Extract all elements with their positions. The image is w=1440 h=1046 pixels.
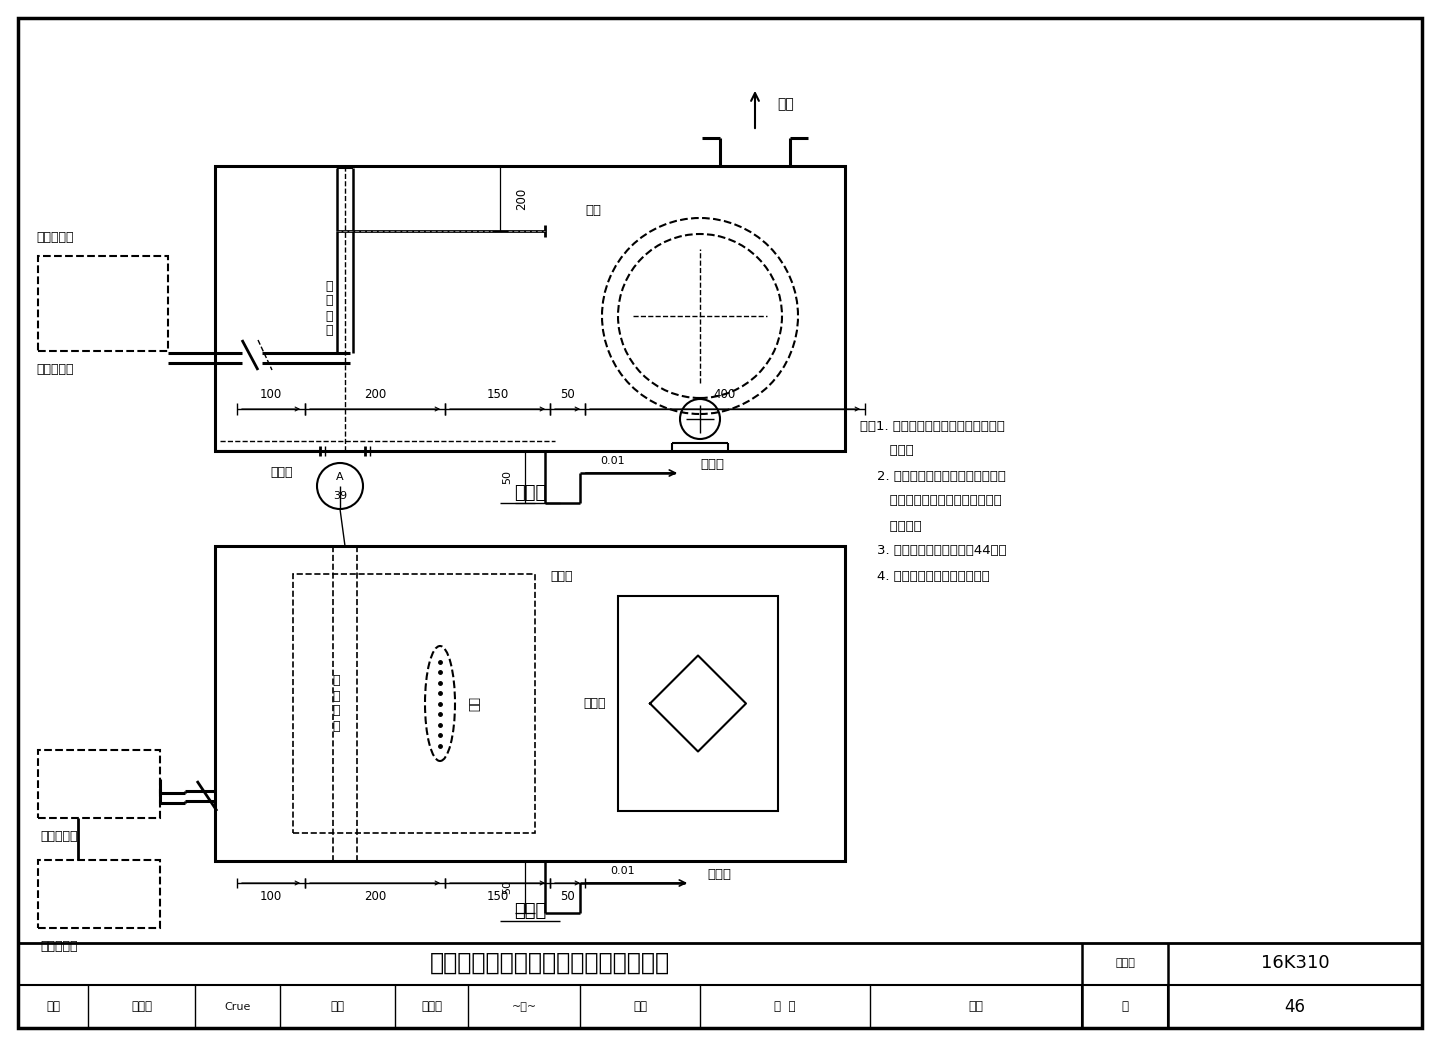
Text: 送风: 送风 <box>778 97 793 111</box>
Text: 注：1. 水封高度值应根据具体风机风压: 注：1. 水封高度值应根据具体风机风压 <box>860 419 1005 432</box>
Text: 加湿器主机: 加湿器主机 <box>40 940 78 953</box>
Text: 2. 排水管接至排水明沟或机房地漏: 2. 排水管接至排水明沟或机房地漏 <box>860 470 1007 482</box>
Text: 加
热
盘
管: 加 热 盘 管 <box>333 675 340 732</box>
Text: 图集号: 图集号 <box>1115 958 1135 968</box>
Bar <box>292 574 536 833</box>
Text: 3. 安装要求详见本图集第44页。: 3. 安装要求详见本图集第44页。 <box>860 545 1007 558</box>
Text: 具体做法由设计人员根据实际情: 具体做法由设计人员根据实际情 <box>860 495 1002 507</box>
Text: 46: 46 <box>1284 998 1306 1016</box>
Text: 50: 50 <box>560 388 575 402</box>
Bar <box>17 943 1423 1028</box>
Text: 审核: 审核 <box>46 1001 60 1014</box>
Text: 立面图: 立面图 <box>514 484 546 502</box>
Text: 150: 150 <box>487 388 508 402</box>
Text: ~勋~: ~勋~ <box>511 1002 537 1011</box>
Text: 0.01: 0.01 <box>600 456 625 467</box>
Bar <box>215 546 845 861</box>
Text: 50: 50 <box>503 880 513 894</box>
Text: 集水盘: 集水盘 <box>550 569 573 583</box>
Bar <box>37 750 160 818</box>
Text: 100: 100 <box>259 388 282 402</box>
Bar <box>215 166 845 451</box>
Text: 徐立平: 徐立平 <box>131 1001 153 1014</box>
Text: 校对: 校对 <box>331 1001 344 1014</box>
Text: 喷管: 喷管 <box>468 696 481 711</box>
Text: 页: 页 <box>1122 1001 1129 1014</box>
Text: 李杨: 李杨 <box>969 1001 984 1014</box>
Text: 平面图: 平面图 <box>514 902 546 920</box>
Text: 150: 150 <box>487 889 508 903</box>
Bar <box>37 860 160 928</box>
Text: 喷管: 喷管 <box>585 205 600 218</box>
Text: 设计: 设计 <box>634 1001 647 1014</box>
Text: A: A <box>336 472 344 482</box>
Text: 4. 图中所注尺寸均为最小值。: 4. 图中所注尺寸均为最小值。 <box>860 569 989 583</box>
Text: 排水管: 排水管 <box>700 458 724 472</box>
Text: 复核。: 复核。 <box>860 445 914 457</box>
Text: 排水管: 排水管 <box>707 868 732 882</box>
Text: 50: 50 <box>560 889 575 903</box>
Text: 间接蒸汽加湿器空调机组内安装示意图: 间接蒸汽加湿器空调机组内安装示意图 <box>431 951 670 975</box>
Text: Crue: Crue <box>225 1002 251 1011</box>
Text: 0.01: 0.01 <box>611 866 635 876</box>
Text: 200: 200 <box>516 187 528 209</box>
Bar <box>618 596 778 811</box>
Text: 二次蒸汽管: 二次蒸汽管 <box>40 829 78 843</box>
Text: 400: 400 <box>714 388 736 402</box>
Bar <box>37 256 168 351</box>
Text: 100: 100 <box>259 889 282 903</box>
Text: 39: 39 <box>333 491 347 501</box>
Text: 50: 50 <box>503 470 513 484</box>
Text: 200: 200 <box>364 388 386 402</box>
Text: 加
热
盘
管: 加 热 盘 管 <box>325 279 333 338</box>
Text: 刘海滨: 刘海滨 <box>420 1001 442 1014</box>
Circle shape <box>317 463 363 509</box>
Text: 集水盘: 集水盘 <box>271 467 292 479</box>
Text: 加湿器主机: 加湿器主机 <box>36 363 73 376</box>
Text: 况确定。: 况确定。 <box>860 520 922 532</box>
Text: 200: 200 <box>364 889 386 903</box>
Text: 16K310: 16K310 <box>1260 954 1329 972</box>
Text: 二次蒸汽管: 二次蒸汽管 <box>36 231 73 244</box>
Text: 送风段: 送风段 <box>583 697 606 710</box>
Text: 李  杨: 李 杨 <box>775 1001 796 1014</box>
